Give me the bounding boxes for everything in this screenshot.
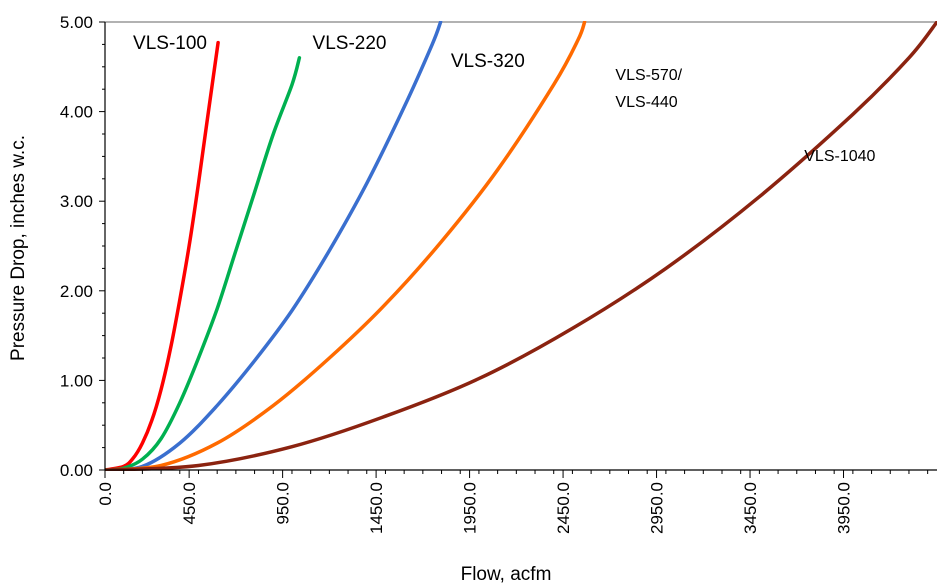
y-tick-label: 0.00 [60,461,93,480]
x-tick-label: 1950.0 [461,482,480,534]
label-layer: VLS-100 VLS-220 VLS-320 VLS-570/VLS-440 VLS-… [133,33,875,165]
y-tick-label: 2.00 [60,282,93,301]
x-tick-label: 950.0 [274,482,293,525]
y-tick-label: 4.00 [60,103,93,122]
series-label: VLS-320 [451,51,525,72]
axis-layer: 0.00 1.00 2.00 3.00 4.00 5.00 0.0 450.0 950.0 145… [60,13,937,534]
x-tick-label: 3450.0 [741,482,760,534]
y-axis-title: Pressure Drop, inches w.c. [8,135,29,361]
series-line-vls-220 [105,56,302,471]
series-label: VLS-1040 [804,148,875,165]
x-tick-label: 2450.0 [554,482,573,534]
y-tick-label: 5.00 [60,13,93,32]
x-axis-title: Flow, acfm [461,564,552,585]
x-tick-label: 450.0 [180,482,199,525]
series-label: VLS-100 [133,33,207,54]
series-line-vls-100 [105,40,220,471]
y-tick-label: 3.00 [60,192,93,211]
series-line-vls-320 [105,21,443,471]
series-label: VLS-440 [615,94,677,111]
x-tick-label: 2950.0 [648,482,667,534]
series-layer [105,21,937,471]
series-label: VLS-570/ [615,67,682,84]
series-line-vls-570-vls-440 [105,21,587,471]
x-tick-label: 1450.0 [367,482,386,534]
series-line-vls-1040 [105,21,937,471]
series-label: VLS-220 [313,33,387,54]
x-tick-label: 3950.0 [835,482,854,534]
x-tick-label: 0.0 [96,482,115,506]
y-tick-label: 1.00 [60,371,93,390]
